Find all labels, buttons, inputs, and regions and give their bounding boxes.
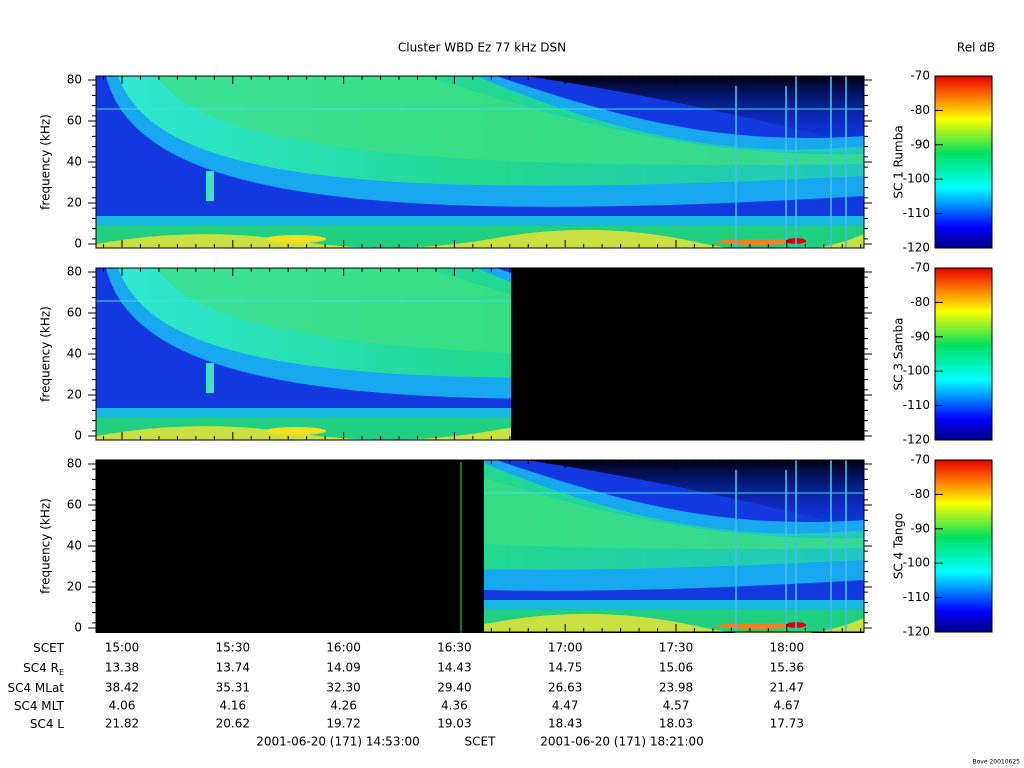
ephemeris-label: SC4 MLat [7, 681, 64, 695]
spectrogram-1 [96, 76, 864, 248]
spacecraft-label: SC 3 Samba [892, 318, 906, 391]
ephemeris-value: 4.57 [663, 699, 690, 713]
ephemeris-value: 14.75 [548, 661, 582, 675]
ephemeris-value: 16:00 [326, 641, 361, 655]
y-tick-label: 0 [74, 429, 82, 443]
y-axis-label: frequency (kHz) [39, 114, 53, 210]
y-tick-label: 40 [67, 539, 82, 553]
colorbar-tick-label: -70 [910, 261, 930, 275]
ephemeris-value: 4.16 [219, 699, 246, 713]
title: Cluster WBD Ez 77 kHz DSN [398, 41, 566, 55]
colorbar [934, 267, 993, 441]
colorbar-tick-label: -100 [903, 172, 930, 186]
ephemeris-value: 21.82 [105, 717, 139, 731]
ephemeris-value: 4.67 [773, 699, 800, 713]
ephemeris-value: 35.31 [216, 681, 250, 695]
y-axis-label: frequency (kHz) [39, 306, 53, 402]
ephemeris-value: 4.47 [552, 699, 579, 713]
ephemeris-value: 15:30 [216, 641, 251, 655]
ephemeris-value: 4.26 [330, 699, 357, 713]
ephemeris-value: 19.72 [326, 717, 360, 731]
colorbar-tick-label: -100 [903, 556, 930, 570]
time-range-end: 2001-06-20 (171) 18:21:00 [540, 735, 704, 749]
ephemeris-value: 23.98 [659, 681, 693, 695]
colorbar-tick-label: -70 [910, 453, 930, 467]
ephemeris-label: SCET [33, 641, 65, 655]
y-axis-label: frequency (kHz) [39, 498, 53, 594]
ephemeris-label: SC4 L [30, 717, 64, 731]
footer: Bove 20010625 [973, 759, 1021, 766]
colorbar-tick-label: -120 [903, 625, 930, 639]
y-tick-label: 20 [67, 196, 82, 210]
ephemeris-value: 17.73 [770, 717, 804, 731]
ephemeris-value: 17:30 [659, 641, 694, 655]
colorbar [934, 459, 993, 633]
ephemeris-value: 21.47 [770, 681, 804, 695]
ephemeris-value: 18:00 [770, 641, 805, 655]
spacecraft-label: SC 1 Rumba [892, 125, 906, 198]
colorbar [934, 75, 993, 249]
ephemeris-value: 15.06 [659, 661, 693, 675]
y-tick-label: 60 [67, 306, 82, 320]
colorbar-tick-label: -80 [910, 487, 930, 501]
ephemeris-label: SC4 RE [23, 661, 64, 677]
y-tick-label: 40 [67, 155, 82, 169]
colorbar-tick-label: -70 [910, 69, 930, 83]
ephemeris-value: 26.63 [548, 681, 582, 695]
colorbar-tick-label: -120 [903, 241, 930, 255]
ephemeris-value: 15:00 [105, 641, 140, 655]
ephemeris-value: 15.36 [770, 661, 804, 675]
y-tick-label: 80 [67, 457, 82, 471]
ephemeris-value: 19.03 [437, 717, 471, 731]
ephemeris-value: 13.38 [105, 661, 139, 675]
spectrogram-2 [96, 268, 864, 440]
y-tick-label: 0 [74, 621, 82, 635]
ephemeris-value: 16:30 [437, 641, 472, 655]
colorbar-title: Rel dB [957, 41, 995, 55]
ephemeris-value: 4.06 [109, 699, 136, 713]
ephemeris-value: 20.62 [216, 717, 250, 731]
time-range-start: 2001-06-20 (171) 14:53:00 [256, 735, 420, 749]
ephemeris-value: 29.40 [437, 681, 471, 695]
colorbar-tick-label: -90 [910, 137, 930, 151]
y-tick-label: 60 [67, 114, 82, 128]
y-tick-label: 40 [67, 347, 82, 361]
ephemeris-value: 17:00 [548, 641, 583, 655]
y-tick-label: 0 [74, 237, 82, 251]
ephemeris-value: 38.42 [105, 681, 139, 695]
ephemeris-value: 18.43 [548, 717, 582, 731]
colorbar-tick-label: -90 [910, 329, 930, 343]
ephemeris-value: 32.30 [326, 681, 360, 695]
y-tick-label: 80 [67, 73, 82, 87]
ephemeris-value: 14.09 [326, 661, 360, 675]
colorbar-tick-label: -90 [910, 521, 930, 535]
colorbar-tick-label: -110 [903, 398, 930, 412]
colorbar-tick-label: -120 [903, 433, 930, 447]
colorbar-tick-label: -80 [910, 295, 930, 309]
colorbar-tick-label: -100 [903, 364, 930, 378]
y-tick-label: 80 [67, 265, 82, 279]
y-tick-label: 20 [67, 580, 82, 594]
colorbar-tick-label: -80 [910, 103, 930, 117]
ephemeris-value: 13.74 [216, 661, 250, 675]
y-tick-label: 20 [67, 388, 82, 402]
spectrogram-3 [96, 460, 864, 633]
time-range-label: SCET [465, 735, 497, 749]
ephemeris-label: SC4 MLT [14, 699, 65, 713]
ephemeris-value: 14.43 [437, 661, 471, 675]
colorbar-tick-label: -110 [903, 206, 930, 220]
spacecraft-label: SC 4 Tango [892, 513, 906, 580]
y-tick-label: 60 [67, 498, 82, 512]
colorbar-tick-label: -110 [903, 590, 930, 604]
ephemeris-value: 18.03 [659, 717, 693, 731]
ephemeris-value: 4.36 [441, 699, 468, 713]
